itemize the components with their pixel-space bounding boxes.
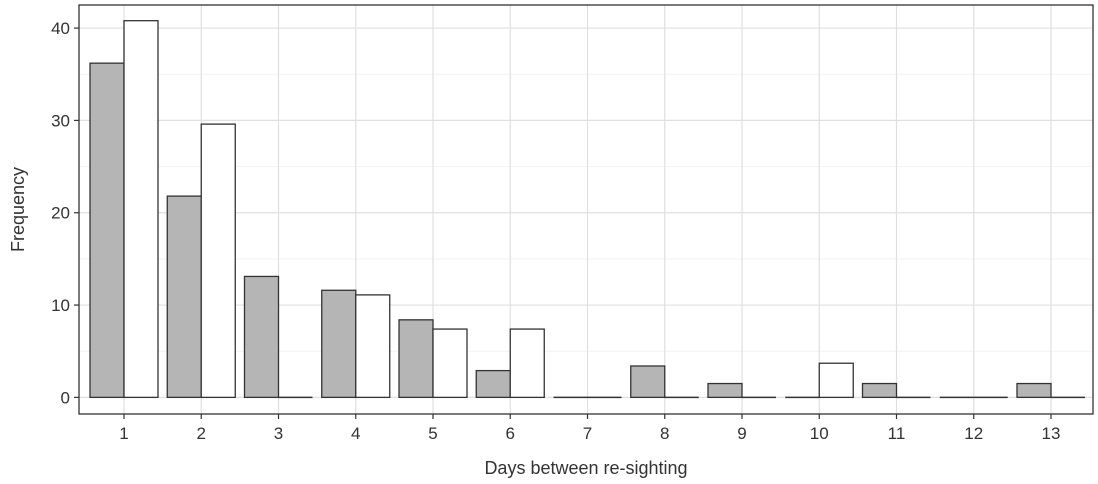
bar bbox=[630, 365, 666, 399]
bar bbox=[321, 289, 357, 399]
bar bbox=[818, 362, 854, 399]
y-tick-label: 20 bbox=[51, 204, 70, 223]
y-tick-label: 40 bbox=[51, 19, 70, 38]
x-axis-title: Days between re-sighting bbox=[484, 458, 687, 478]
x-tick-label: 12 bbox=[964, 424, 983, 443]
y-tick-label: 10 bbox=[51, 296, 70, 315]
y-tick-label: 30 bbox=[51, 111, 70, 130]
x-tick-label: 9 bbox=[737, 424, 746, 443]
x-tick-label: 2 bbox=[197, 424, 206, 443]
x-tick-label: 10 bbox=[810, 424, 829, 443]
bar bbox=[1016, 382, 1052, 399]
bar bbox=[123, 20, 159, 399]
bar bbox=[89, 62, 125, 399]
x-tick-label: 6 bbox=[506, 424, 515, 443]
x-tick-label: 1 bbox=[119, 424, 128, 443]
bar bbox=[707, 382, 743, 399]
bar bbox=[475, 369, 511, 399]
bars bbox=[89, 20, 1085, 399]
bar bbox=[861, 382, 898, 399]
y-tick-label: 0 bbox=[61, 388, 70, 407]
bar bbox=[432, 328, 468, 399]
bar bbox=[243, 275, 280, 399]
bar bbox=[200, 123, 236, 399]
x-tick-label: 5 bbox=[428, 424, 437, 443]
y-axis-title: Frequency bbox=[8, 167, 28, 252]
bar bbox=[166, 195, 202, 399]
bar bbox=[509, 328, 545, 399]
x-tick-label: 8 bbox=[660, 424, 669, 443]
bar bbox=[355, 294, 391, 399]
x-tick-label: 13 bbox=[1042, 424, 1061, 443]
x-tick-label: 3 bbox=[274, 424, 283, 443]
x-tick-label: 4 bbox=[351, 424, 360, 443]
bar bbox=[398, 319, 434, 399]
panel-border bbox=[78, 4, 1094, 415]
x-tick-label: 11 bbox=[888, 424, 906, 443]
x-tick-label: 7 bbox=[583, 424, 592, 443]
